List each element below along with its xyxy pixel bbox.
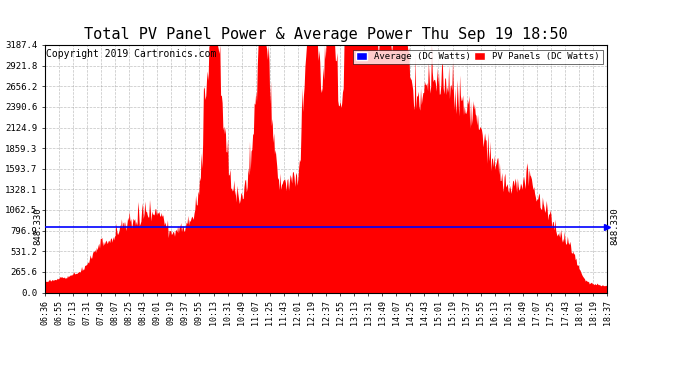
- Legend: Average (DC Watts), PV Panels (DC Watts): Average (DC Watts), PV Panels (DC Watts): [353, 50, 602, 64]
- Text: 848.330: 848.330: [33, 208, 42, 246]
- Text: Copyright 2019 Cartronics.com: Copyright 2019 Cartronics.com: [46, 49, 217, 59]
- Text: 848.330: 848.330: [610, 208, 619, 246]
- Title: Total PV Panel Power & Average Power Thu Sep 19 18:50: Total PV Panel Power & Average Power Thu…: [84, 27, 568, 42]
